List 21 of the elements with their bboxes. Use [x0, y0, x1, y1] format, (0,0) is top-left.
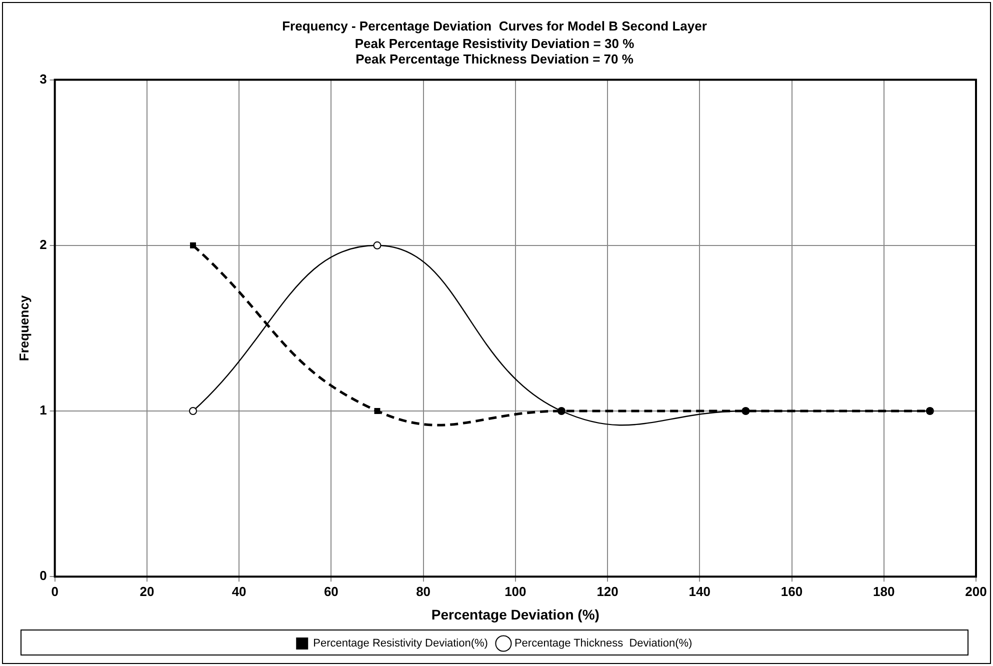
x-axis-title: Percentage Deviation (%) — [431, 606, 600, 622]
y-tick-label: 2 — [40, 236, 47, 252]
x-tick-label: 20 — [140, 584, 154, 599]
legend-label: Percentage Thickness Deviation(%) — [514, 638, 692, 650]
x-tick-label: 200 — [965, 584, 987, 599]
y-axis-title: Frequency — [16, 294, 32, 362]
chart-subtitle: Peak Percentage Resistivity Deviation = 30 % Peak Percentage Thickness Deviation = 70 % — [354, 36, 635, 67]
x-tick-label: 180 — [873, 584, 895, 599]
y-tick-label: 0 — [40, 568, 47, 584]
x-tick-label: 160 — [780, 584, 803, 599]
x-tick-label: 60 — [324, 584, 338, 599]
x-tick-label: 40 — [232, 584, 246, 599]
x-tick-label: 120 — [596, 584, 618, 599]
y-tick-label: 3 — [40, 71, 47, 86]
x-tick-label: 0 — [51, 584, 58, 599]
chart-title: Frequency - Percentage Deviation Curves for Model B Second Layer — [282, 18, 707, 34]
x-tick-label: 140 — [688, 584, 710, 599]
y-tick-label: 1 — [40, 402, 47, 418]
x-tick-label: 100 — [504, 584, 526, 599]
x-tick-label: 80 — [416, 584, 431, 599]
legend-label: Percentage Resistivity Deviation(%) — [313, 638, 488, 650]
